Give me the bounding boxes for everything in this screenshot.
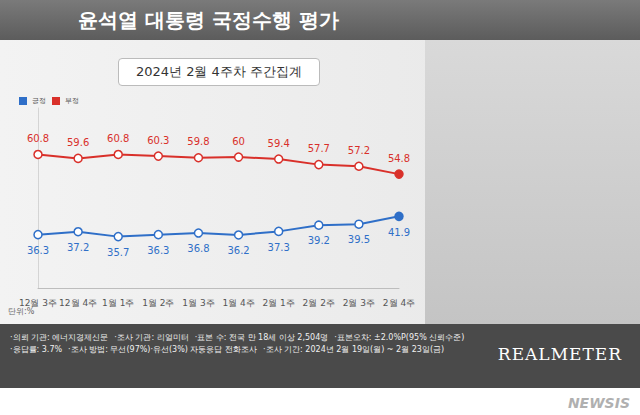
svg-text:부정: 부정 xyxy=(65,97,79,105)
html-text:·응답률: 3.7%: ·응답률: 3.7% xyxy=(10,345,63,354)
svg-text:57.7: 57.7 xyxy=(308,143,330,154)
svg-text:57.2: 57.2 xyxy=(348,145,370,156)
html-text:단위:%: 단위:% xyxy=(8,307,35,316)
svg-text:2월 4주: 2월 4주 xyxy=(383,298,415,308)
svg-text:54.8: 54.8 xyxy=(388,153,410,164)
svg-text:59.6: 59.6 xyxy=(67,137,89,148)
html-text:·조사 방법: 무선(97%)·유선(3%) 자동응답 전화: ·조사 방법: 무선(97%)·유선(3%) 자동응답 전화조사 xyxy=(68,345,257,354)
svg-text:39.5: 39.5 xyxy=(348,234,370,245)
svg-text:60.8: 60.8 xyxy=(107,133,129,144)
svg-text:1월 4주: 1월 4주 xyxy=(222,298,254,308)
svg-text:37.3: 37.3 xyxy=(268,242,290,253)
svg-text:36.2: 36.2 xyxy=(227,245,249,256)
html-text:2024년 2월 4주차 주간집계: 2024년 2월 4주차 주간집계 xyxy=(136,64,302,79)
svg-text:36.3: 36.3 xyxy=(27,245,49,256)
html-text:·표본 수: 전국 만 18세 이상 2,504명: ·표본 수: 전국 만 18세 이상 2,504명 xyxy=(194,333,329,342)
svg-text:36.3: 36.3 xyxy=(147,245,169,256)
svg-text:60.3: 60.3 xyxy=(147,135,169,146)
svg-text:1월 2주: 1월 2주 xyxy=(142,298,174,308)
svg-text:35.7: 35.7 xyxy=(107,247,129,258)
svg-text:2월 3주: 2월 3주 xyxy=(343,298,375,308)
html-text:NEWSIS: NEWSIS xyxy=(567,395,630,411)
html-text:·조사 기관: 리얼미터: ·조사 기관: 리얼미터 xyxy=(114,333,189,342)
svg-text:59.8: 59.8 xyxy=(187,136,209,147)
svg-text:39.2: 39.2 xyxy=(308,235,330,246)
svg-text:2월 2주: 2월 2주 xyxy=(303,298,335,308)
html-text:·조사 기간: 2024년 2월 19일(월) ~ 2월 2: ·조사 기간: 2024년 2월 19일(월) ~ 2월 23일(금) xyxy=(263,345,445,354)
svg-text:59.4: 59.4 xyxy=(268,138,290,149)
html-text:·표본오차: ±2.0%P(95% 신뢰수준): ·표본오차: ±2.0%P(95% 신뢰수준) xyxy=(334,333,465,342)
html-text:윤석열 대통령 국정수행 평가: 윤석열 대통령 국정수행 평가 xyxy=(78,8,339,32)
svg-text:37.2: 37.2 xyxy=(67,242,89,253)
svg-text:60: 60 xyxy=(232,136,245,147)
svg-text:12월 4주: 12월 4주 xyxy=(59,298,97,308)
svg-text:긍정: 긍정 xyxy=(32,97,46,105)
svg-text:12월 3주: 12월 3주 xyxy=(19,298,57,308)
svg-text:1월 1주: 1월 1주 xyxy=(102,298,134,308)
html-text:·의뢰 기관: 에너지경제신문: ·의뢰 기관: 에너지경제신문 xyxy=(10,333,109,342)
svg-text:2월 1주: 2월 1주 xyxy=(263,298,295,308)
html-text:REALMETER: REALMETER xyxy=(497,344,622,364)
svg-text:41.9: 41.9 xyxy=(388,227,410,238)
svg-text:1월 3주: 1월 3주 xyxy=(182,298,214,308)
svg-text:36.8: 36.8 xyxy=(187,243,209,254)
svg-text:60.8: 60.8 xyxy=(27,133,49,144)
